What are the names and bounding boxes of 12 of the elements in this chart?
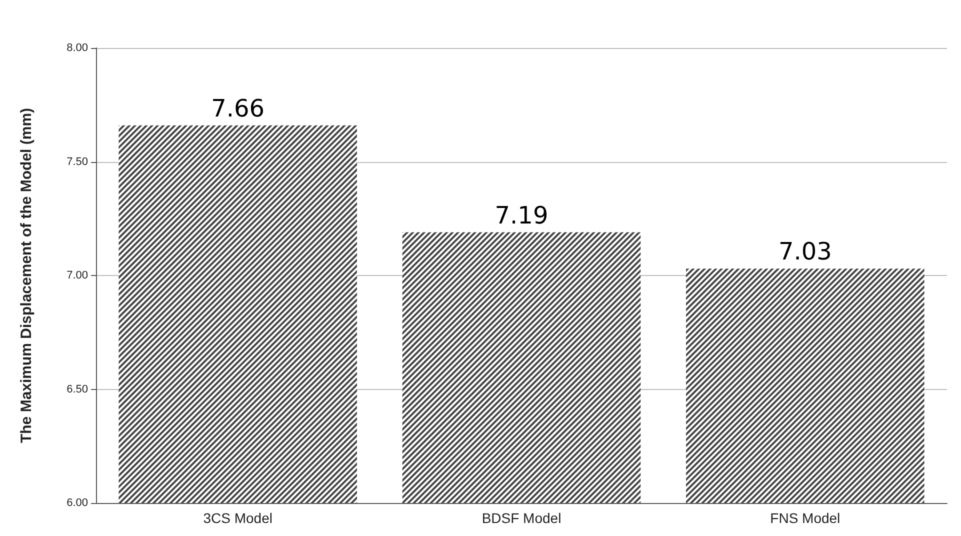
y-tick-label: 7.50	[66, 156, 88, 168]
data-label: 7.66	[211, 94, 265, 122]
y-tick-label: 6.50	[66, 383, 88, 396]
y-tick-label: 6.00	[66, 497, 88, 509]
y-axis-title: The Maximum Displacement of the Model (mm)	[18, 108, 35, 444]
x-tick-label: FNS Model	[770, 510, 840, 526]
y-tick-label: 8.00	[66, 42, 88, 54]
y-tick-label: 7.00	[66, 270, 88, 282]
x-tick-label: BDSF Model	[482, 510, 562, 526]
data-label: 7.03	[778, 238, 832, 266]
data-label: 7.19	[494, 201, 548, 230]
x-tick-label: 3CS Model	[203, 510, 272, 526]
